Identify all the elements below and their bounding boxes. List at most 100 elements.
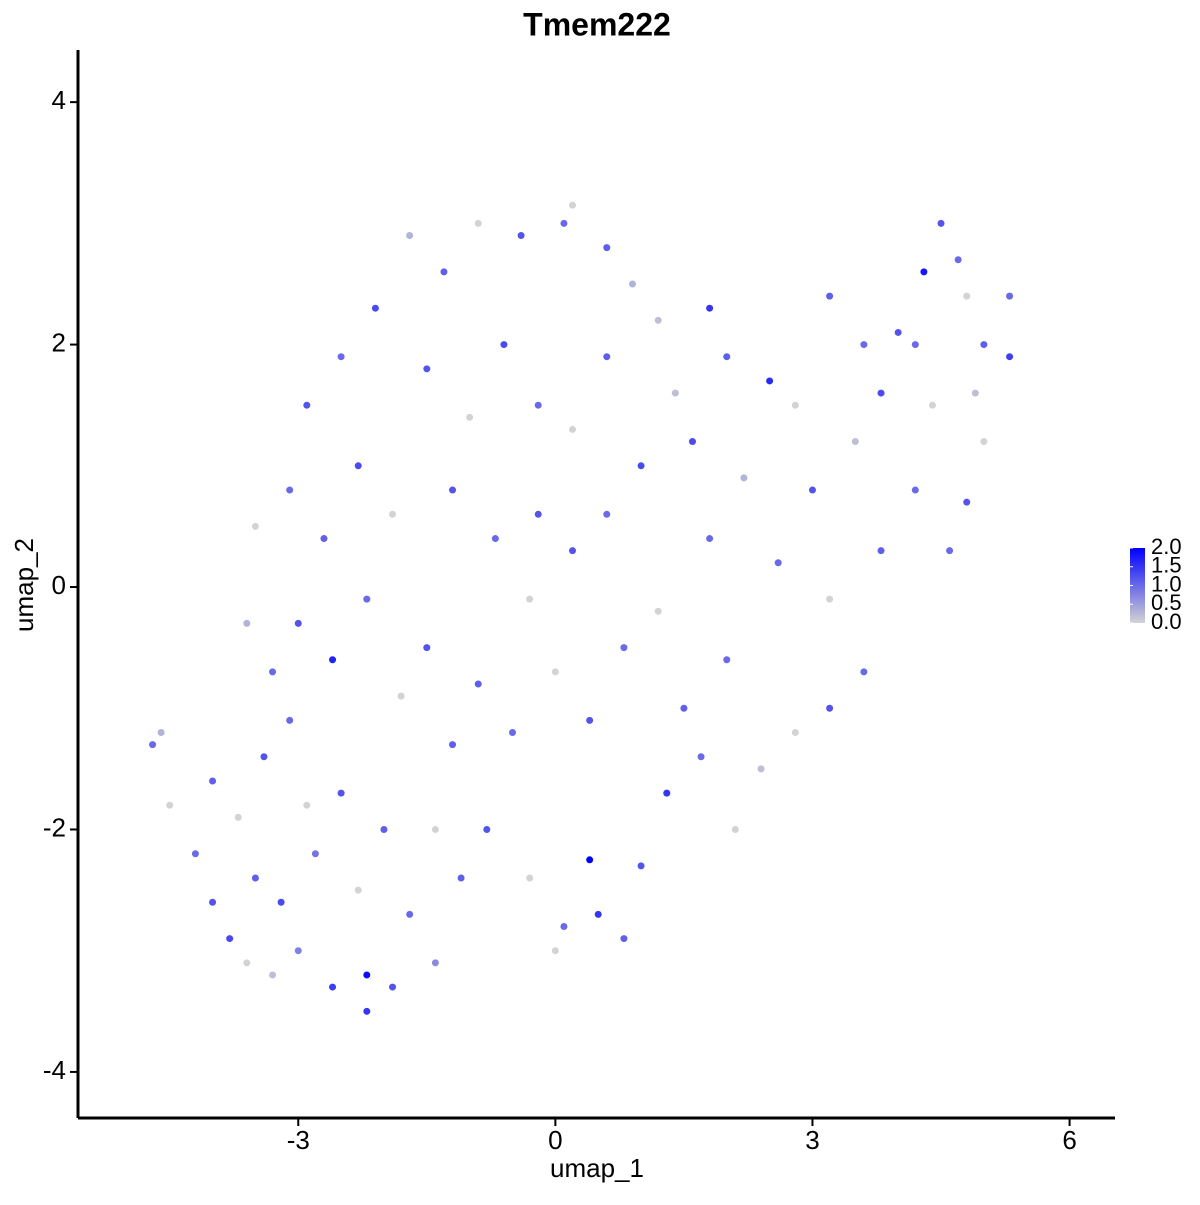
cell-point — [534, 401, 542, 409]
cell-point — [534, 510, 542, 518]
x-tick-label: 0 — [548, 1125, 562, 1155]
cell-point — [431, 825, 439, 833]
cell-point — [620, 644, 628, 652]
cell-point — [329, 656, 337, 664]
cell-point — [569, 547, 577, 555]
cell-point — [294, 619, 302, 627]
cell-point — [826, 704, 834, 712]
cell-point — [586, 856, 594, 864]
cell-point — [980, 341, 988, 349]
cell-point — [731, 825, 739, 833]
cell-point — [191, 850, 199, 858]
cell-point — [149, 741, 157, 749]
cell-point — [474, 219, 482, 227]
cell-point — [757, 765, 765, 773]
cell-point — [363, 595, 371, 603]
cell-point — [928, 401, 936, 409]
cell-point — [569, 425, 577, 433]
cell-point — [723, 353, 731, 361]
cell-point — [560, 219, 568, 227]
cell-point — [397, 692, 405, 700]
cell-point — [423, 365, 431, 373]
cell-point — [457, 874, 465, 882]
cell-point — [860, 668, 868, 676]
cell-point — [380, 825, 388, 833]
cell-point — [911, 486, 919, 494]
cell-point — [337, 789, 345, 797]
cell-point — [1006, 353, 1014, 361]
cell-point — [946, 547, 954, 555]
cell-point — [157, 729, 165, 737]
cell-point — [551, 668, 559, 676]
cell-point — [440, 268, 448, 276]
cell-point — [980, 438, 988, 446]
cell-point — [680, 704, 688, 712]
cell-point — [808, 486, 816, 494]
colorbar-label: 2.0 — [1151, 534, 1182, 559]
cell-point — [449, 486, 457, 494]
cell-point — [1006, 292, 1014, 300]
cell-point — [766, 377, 774, 385]
cell-point — [509, 729, 517, 737]
x-tick-label: -3 — [287, 1125, 310, 1155]
cell-point — [663, 789, 671, 797]
cell-point — [243, 619, 251, 627]
cell-point — [337, 353, 345, 361]
y-tick-label: -4 — [43, 1055, 66, 1085]
cell-point — [303, 401, 311, 409]
cell-point — [954, 256, 962, 264]
cell-point — [269, 971, 277, 979]
cell-point — [723, 656, 731, 664]
cell-point — [526, 874, 534, 882]
cell-point — [320, 535, 328, 543]
cell-point — [269, 668, 277, 676]
cell-point — [791, 401, 799, 409]
colorbar — [1130, 548, 1145, 623]
cell-point — [526, 595, 534, 603]
cell-point — [474, 680, 482, 688]
cell-point — [423, 644, 431, 652]
colorbar-label: 0.0 — [1151, 609, 1182, 634]
cell-point — [286, 486, 294, 494]
cell-point — [389, 983, 397, 991]
cell-point — [329, 983, 337, 991]
y-tick-label: 2 — [52, 327, 66, 357]
y-tick-label: 4 — [52, 85, 66, 115]
cell-point — [226, 935, 234, 943]
cell-point — [654, 316, 662, 324]
cell-point — [389, 510, 397, 518]
cell-point — [826, 292, 834, 300]
cell-point — [603, 510, 611, 518]
cell-point — [260, 753, 268, 761]
cell-point — [286, 716, 294, 724]
cell-point — [294, 947, 302, 955]
cell-point — [431, 959, 439, 967]
chart-title: Tmem222 — [523, 6, 671, 42]
cell-point — [706, 304, 714, 312]
cell-point — [594, 910, 602, 918]
cell-point — [354, 462, 362, 470]
cell-point — [209, 777, 217, 785]
cell-point — [586, 716, 594, 724]
cell-point — [406, 231, 414, 239]
colorbar-label: 1.5 — [1151, 553, 1182, 578]
cell-point — [209, 898, 217, 906]
cell-point — [243, 959, 251, 967]
y-tick-label: 0 — [52, 570, 66, 600]
cell-point — [603, 353, 611, 361]
cell-point — [963, 498, 971, 506]
cell-point — [311, 850, 319, 858]
x-tick-label: 3 — [805, 1125, 819, 1155]
cell-point — [483, 825, 491, 833]
cell-point — [500, 341, 508, 349]
cell-point — [791, 729, 799, 737]
cell-point — [251, 522, 259, 530]
x-tick-label: 6 — [1062, 1125, 1076, 1155]
colorbar-label: 1.0 — [1151, 571, 1182, 596]
cell-point — [697, 753, 705, 761]
cell-point — [637, 462, 645, 470]
cell-point — [449, 741, 457, 749]
cell-point — [551, 947, 559, 955]
cell-point — [877, 547, 885, 555]
